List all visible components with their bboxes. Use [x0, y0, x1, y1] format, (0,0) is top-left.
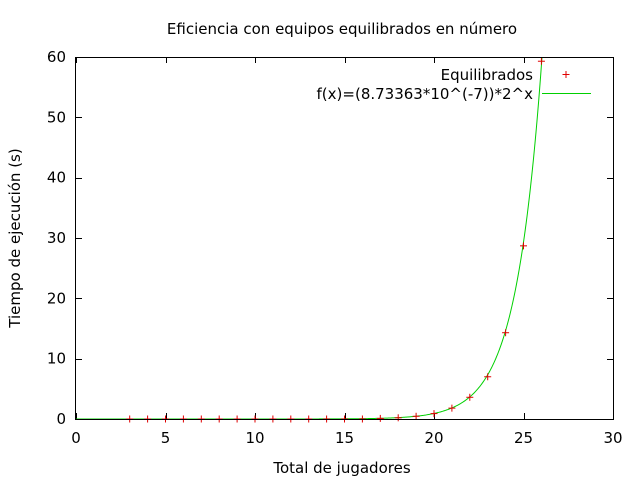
x-tick-label: 5 [161, 429, 171, 447]
x-tick-label: 15 [335, 429, 354, 447]
data-point [537, 57, 545, 65]
x-axis-label: Total de jugadores [272, 459, 410, 477]
data-point [466, 393, 474, 401]
x-tick-label: 20 [424, 429, 443, 447]
fit-curve [76, 56, 543, 420]
x-tick-label: 30 [603, 429, 622, 447]
y-axis-label: Tiempo de ejecución (s) [6, 148, 24, 328]
data-point [502, 329, 510, 337]
data-point [448, 404, 456, 412]
y-tick-label: 50 [47, 108, 66, 126]
legend-label-equilibrados: Equilibrados [441, 66, 534, 84]
x-tick-label: 10 [245, 429, 264, 447]
y-tick-label: 0 [56, 410, 66, 428]
data-point [376, 414, 384, 422]
plot-frame [75, 57, 614, 420]
y-tick-label: 20 [47, 289, 66, 307]
chart-title: Eficiencia con equipos equilibrados en n… [167, 20, 517, 38]
data-point [412, 412, 420, 420]
axis-ticks: 0 5 10 15 20 25 30 0 10 20 30 40 50 60 [47, 48, 623, 447]
data-point [484, 373, 492, 381]
x-tick-label: 25 [514, 429, 533, 447]
legend-label-fit: f(x)=(8.73363*10^(-7))*2^x [317, 85, 534, 103]
data-point [394, 414, 402, 422]
x-tick-label: 0 [71, 429, 81, 447]
y-tick-label: 60 [47, 48, 66, 66]
plot-area [76, 56, 545, 423]
data-point [520, 242, 527, 250]
y-tick-label: 40 [47, 169, 66, 187]
data-point [430, 410, 438, 418]
y-tick-label: 30 [47, 229, 66, 247]
y-tick-label: 10 [47, 350, 66, 368]
